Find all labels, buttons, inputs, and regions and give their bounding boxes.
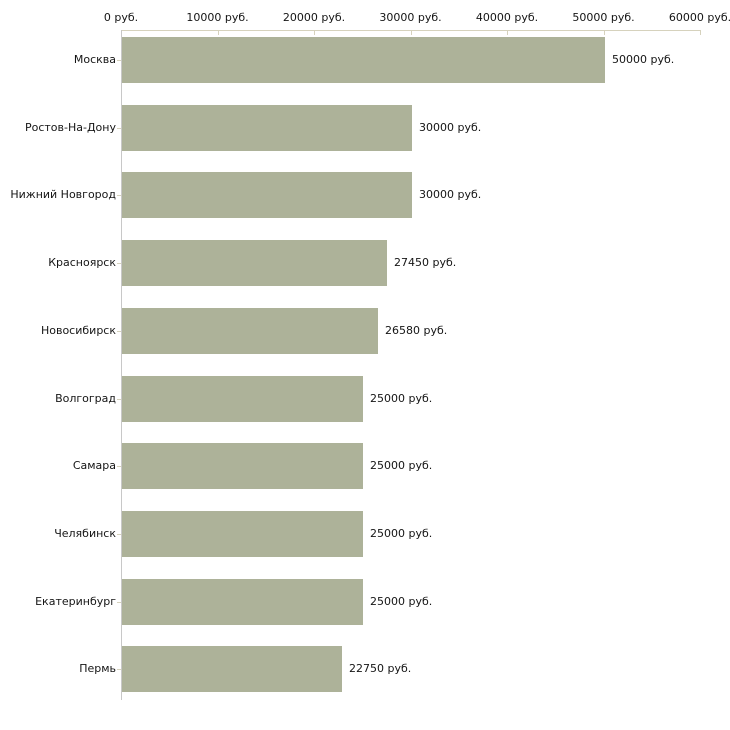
value-label: 30000 руб. bbox=[419, 188, 482, 201]
x-axis-tick-label: 20000 руб. bbox=[282, 11, 346, 24]
bar bbox=[122, 308, 378, 354]
category-label: Новосибирск bbox=[40, 324, 116, 337]
x-axis-tick bbox=[603, 30, 605, 35]
category-label: Самара bbox=[72, 459, 116, 472]
y-axis-tick bbox=[117, 602, 121, 603]
value-label: 25000 руб. bbox=[370, 527, 433, 540]
y-axis-tick bbox=[117, 669, 121, 670]
x-axis-tick-label: 40000 руб. bbox=[475, 11, 539, 24]
x-axis-tick bbox=[507, 30, 508, 35]
bar bbox=[122, 37, 605, 83]
bar bbox=[122, 443, 363, 489]
bar bbox=[122, 172, 412, 218]
category-label: Челябинск bbox=[54, 527, 116, 540]
y-axis-tick bbox=[117, 534, 121, 535]
bar bbox=[122, 646, 342, 692]
category-label: Пермь bbox=[79, 662, 116, 675]
category-label: Красноярск bbox=[48, 256, 116, 269]
x-axis-tick bbox=[700, 30, 701, 35]
value-label: 25000 руб. bbox=[370, 459, 433, 472]
x-axis-tick bbox=[410, 30, 412, 35]
value-label: 27450 руб. bbox=[394, 256, 457, 269]
x-axis-tick-label: 30000 руб. bbox=[379, 11, 442, 24]
bar bbox=[122, 511, 363, 557]
x-axis-tick bbox=[314, 30, 315, 35]
bar bbox=[122, 240, 387, 286]
category-label: Екатеринбург bbox=[35, 595, 116, 608]
value-label: 25000 руб. bbox=[370, 392, 433, 405]
x-axis-tick-label: 50000 руб. bbox=[572, 11, 635, 24]
y-axis-tick bbox=[117, 60, 121, 61]
value-label: 22750 руб. bbox=[349, 662, 412, 675]
y-axis-tick bbox=[117, 128, 121, 129]
x-axis-tick-label: 10000 руб. bbox=[186, 11, 249, 24]
value-label: 30000 руб. bbox=[419, 121, 482, 134]
category-label: Москва bbox=[73, 53, 116, 66]
y-axis-tick bbox=[117, 263, 121, 264]
category-label: Ростов-На-Дону bbox=[24, 121, 116, 134]
category-label: Волгоград bbox=[55, 392, 116, 405]
bar bbox=[122, 579, 363, 625]
y-axis-tick bbox=[117, 331, 121, 332]
y-axis-line bbox=[121, 30, 122, 700]
y-axis-tick bbox=[117, 399, 121, 400]
y-axis-tick bbox=[117, 195, 121, 196]
bar bbox=[122, 376, 363, 422]
x-axis-tick-label: 0 руб. bbox=[103, 11, 139, 24]
value-label: 50000 руб. bbox=[612, 53, 675, 66]
bar bbox=[122, 105, 412, 151]
value-label: 26580 руб. bbox=[385, 324, 448, 337]
x-axis-tick-label: 60000 руб. bbox=[668, 11, 730, 24]
y-axis-tick bbox=[117, 466, 121, 467]
x-axis-tick bbox=[217, 30, 219, 35]
category-label: Нижний Новгород bbox=[10, 188, 116, 201]
value-label: 25000 руб. bbox=[370, 595, 433, 608]
